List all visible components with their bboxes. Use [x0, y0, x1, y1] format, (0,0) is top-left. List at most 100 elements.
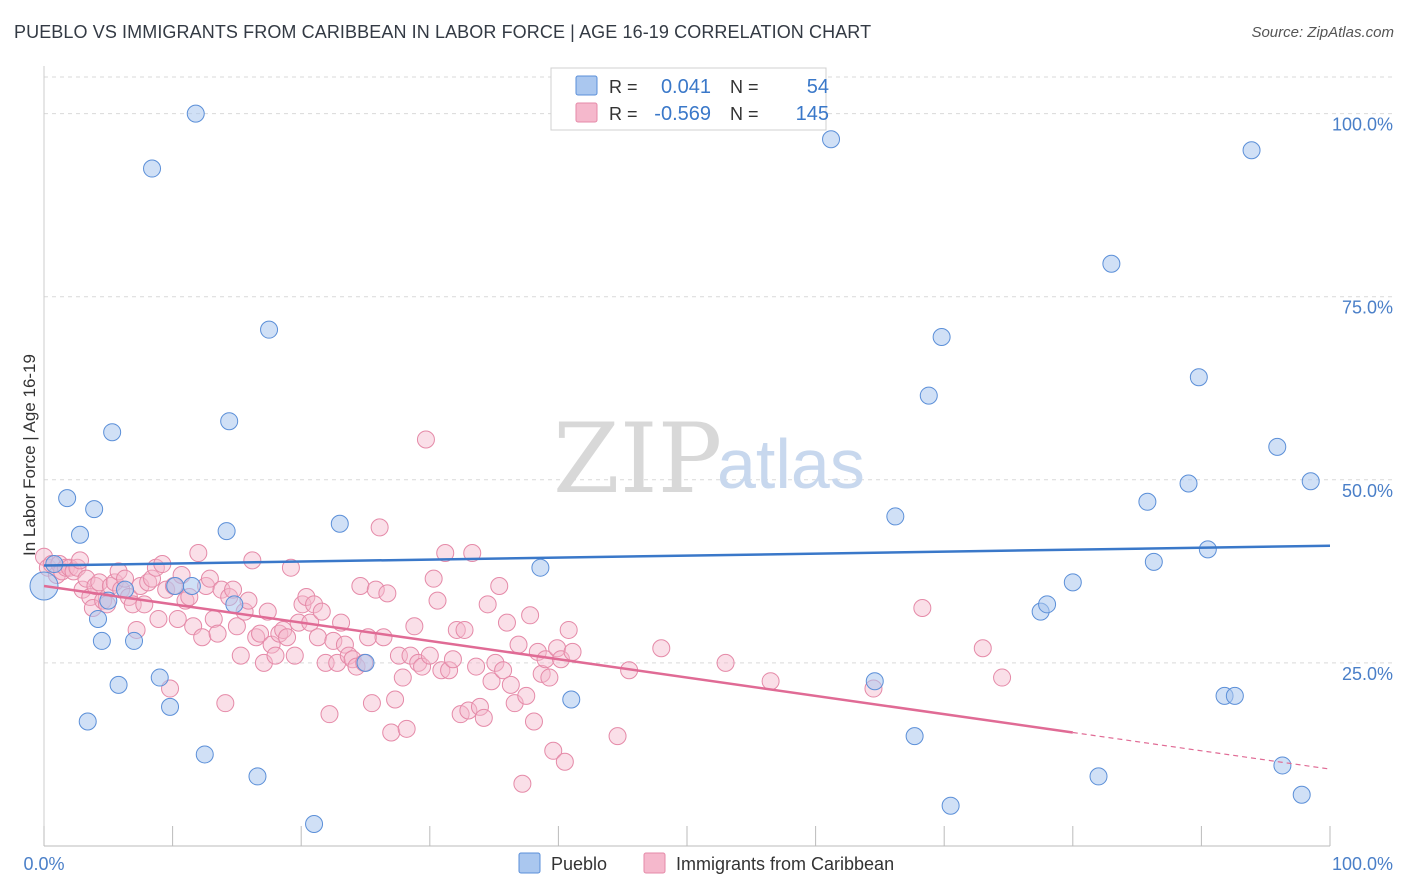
caribbean-point: [278, 628, 297, 647]
caribbean-point: [297, 587, 316, 606]
legend-pueblo-swatch: [518, 852, 541, 874]
pueblo-point: [865, 672, 884, 691]
caribbean-point: [559, 620, 578, 639]
pueblo-trend-line: [43, 544, 1331, 567]
pueblo-point: [186, 104, 205, 123]
caribbean-point: [513, 774, 532, 793]
caribbean-point: [501, 675, 520, 694]
pueblo-point: [1179, 474, 1198, 493]
stats-legend-pueblo-swatch: [575, 75, 598, 96]
caribbean-point: [474, 708, 493, 727]
caribbean-point: [328, 653, 347, 672]
pueblo-point: [78, 712, 97, 731]
caribbean-point: [509, 635, 528, 654]
pueblo-point: [166, 577, 185, 596]
pueblo-point: [562, 690, 581, 709]
pueblo-points: [29, 104, 1320, 834]
pueblo-point: [1144, 552, 1163, 571]
caribbean-point: [428, 591, 447, 610]
pueblo-point: [109, 675, 128, 694]
pueblo-point: [1138, 492, 1157, 511]
caribbean-point: [420, 646, 439, 665]
caribbean-point: [231, 646, 250, 665]
caribbean-point: [90, 573, 109, 592]
pueblo-point: [143, 159, 162, 178]
caribbean-point: [71, 551, 90, 570]
pueblo-point: [1268, 437, 1287, 456]
caribbean-point: [200, 569, 219, 588]
pueblo-point: [1038, 595, 1057, 614]
stats-n-value-2: 145: [796, 103, 829, 125]
caribbean-point: [285, 646, 304, 665]
pueblo-point: [220, 412, 239, 431]
caribbean-point: [312, 602, 331, 621]
watermark: ZIP atlas: [553, 403, 865, 515]
caribbean-point: [432, 661, 451, 680]
caribbean-point: [161, 679, 180, 698]
caribbean-point: [405, 617, 424, 636]
tick-labels: 25.0% 50.0% 75.0% 100.0% 0.0% 100.0%: [23, 115, 1393, 874]
caribbean-point: [455, 620, 474, 639]
caribbean-point: [555, 752, 574, 771]
chart-title: PUEBLO VS IMMIGRANTS FROM CARIBBEAN IN L…: [14, 22, 872, 42]
caribbean-trend-extension: [1072, 731, 1331, 770]
caribbean-point: [505, 694, 524, 713]
y-tick-label: 50.0%: [1342, 481, 1393, 501]
pueblo-point: [1063, 573, 1082, 592]
caribbean-point: [401, 646, 420, 665]
stats-legend: R = 0.041 N = 54 R = -0.569 N = 145: [550, 67, 829, 131]
pueblo-point: [1273, 756, 1292, 775]
caribbean-point: [524, 712, 543, 731]
caribbean-point: [189, 544, 208, 563]
pueblo-point: [822, 130, 841, 149]
caribbean-point: [973, 639, 992, 658]
caribbean-point: [482, 672, 501, 691]
x-tick-label: 0.0%: [23, 854, 64, 874]
pueblo-point: [217, 522, 236, 541]
caribbean-point: [540, 668, 559, 687]
pueblo-point: [260, 320, 279, 339]
pueblo-point: [905, 727, 924, 746]
caribbean-point: [608, 727, 627, 746]
caribbean-point: [517, 686, 536, 705]
pueblo-point: [1189, 368, 1208, 387]
caribbean-point: [716, 653, 735, 672]
caribbean-point: [109, 562, 128, 581]
caribbean-point: [548, 639, 567, 658]
pueblo-point: [305, 815, 324, 834]
caribbean-point: [258, 602, 277, 621]
caribbean-point: [351, 577, 370, 596]
pueblo-point: [248, 767, 267, 786]
pueblo-point: [356, 653, 375, 672]
stats-legend-caribbean-swatch: [575, 102, 598, 123]
pueblo-point: [182, 577, 201, 596]
caribbean-point: [521, 606, 540, 625]
caribbean-point: [216, 694, 235, 713]
caribbean-point: [393, 668, 412, 687]
watermark-atlas: atlas: [717, 425, 865, 503]
caribbean-point: [305, 595, 324, 614]
pueblo-point: [125, 631, 144, 650]
caribbean-point: [478, 595, 497, 614]
caribbean-point: [208, 624, 227, 643]
caribbean-point: [149, 609, 168, 628]
y-tick-label: 100.0%: [1332, 115, 1393, 135]
pueblo-point: [85, 500, 104, 519]
pueblo-point: [150, 668, 169, 687]
caribbean-point: [993, 668, 1012, 687]
caribbean-point: [168, 609, 187, 628]
stats-n-value-1: 54: [807, 76, 829, 98]
grid-layer: [44, 76, 1394, 664]
pueblo-point: [886, 507, 905, 526]
caribbean-point: [440, 661, 459, 680]
caribbean-point: [362, 694, 381, 713]
caribbean-point: [486, 653, 505, 672]
stats-r-value-2: -0.569: [654, 103, 711, 125]
y-tick-label: 25.0%: [1342, 664, 1393, 684]
stats-n-label-1: N =: [730, 77, 759, 97]
caribbean-point: [436, 544, 455, 563]
caribbean-point: [447, 620, 466, 639]
y-tick-label: 75.0%: [1342, 298, 1393, 318]
pueblo-point: [103, 423, 122, 442]
